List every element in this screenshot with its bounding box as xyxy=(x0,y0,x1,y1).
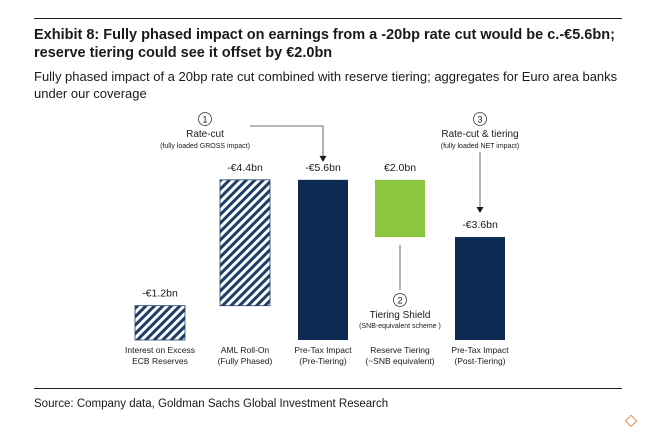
data-label-2: -€5.6bn xyxy=(305,162,341,174)
annotation-2-circle xyxy=(393,293,407,307)
data-label-4: -€3.6bn xyxy=(462,219,498,231)
annotation-2-number: 2 xyxy=(397,296,402,306)
category-label-3-1: (~SNB equivalent) xyxy=(365,356,434,366)
bar-3 xyxy=(375,179,425,238)
annotation-2-note: (SNB-equivalent scheme ) xyxy=(359,323,441,330)
annotation-3-number: 3 xyxy=(477,115,482,125)
annotation-1-arrowhead xyxy=(319,155,327,162)
data-label-0: -€1.2bn xyxy=(142,288,178,300)
category-label-1-0: AML Roll-On xyxy=(221,345,270,355)
category-label-0-0: Interest on Excess xyxy=(125,345,195,355)
annotation-3-circle xyxy=(473,112,487,126)
annotation-3-note: (fully loaded NET impact) xyxy=(441,143,519,150)
data-label-1: -€4.4bn xyxy=(227,162,263,174)
annotation-1-title: Rate-cut xyxy=(186,129,224,140)
diamond-icon[interactable]: ◇ xyxy=(624,412,638,429)
bottom-rule xyxy=(34,388,622,389)
data-label-3: €2.0bn xyxy=(384,162,416,174)
annotation-1-number: 1 xyxy=(202,115,207,125)
annotation-1-note: (fully loaded GROSS impact) xyxy=(160,143,250,150)
bar-0 xyxy=(134,305,186,341)
category-label-2-0: Pre-Tax Impact xyxy=(294,345,352,355)
bar-1 xyxy=(219,179,271,307)
bar-4 xyxy=(455,237,505,340)
top-rule xyxy=(34,18,622,19)
category-label-3-0: Reserve Tiering xyxy=(370,345,430,355)
source-note: Source: Company data, Goldman Sachs Glob… xyxy=(34,398,389,410)
annotation-3-title: Rate-cut & tiering xyxy=(441,129,518,140)
exhibit-subtitle: Fully phased impact of a 20bp rate cut c… xyxy=(34,69,618,101)
category-label-2-1: (Pre-Tiering) xyxy=(299,356,347,366)
annotation-3-arrowhead xyxy=(476,207,484,214)
category-label-4-1: (Post-Tiering) xyxy=(454,356,505,366)
bar-2 xyxy=(298,179,348,340)
category-label-1-1: (Fully Phased) xyxy=(218,356,273,366)
annotation-2-title: Tiering Shield xyxy=(370,310,431,321)
annotation-1-leader xyxy=(250,125,324,158)
exhibit-title: Exhibit 8: Fully phased impact on earnin… xyxy=(34,27,615,61)
annotation-1-circle xyxy=(198,112,212,126)
category-label-0-1: ECB Reserves xyxy=(132,356,188,366)
category-label-4-0: Pre-Tax Impact xyxy=(451,345,509,355)
